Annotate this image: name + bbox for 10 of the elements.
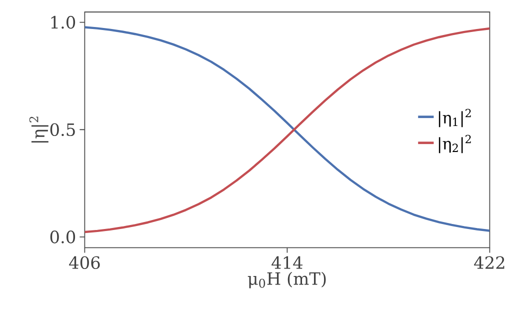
- x-tick-label: 422: [474, 256, 504, 269]
- x-tick-label: 414: [272, 256, 303, 269]
- x-tick-label: 406: [69, 256, 100, 270]
- y-axis-title: |η|$^{2}$: [29, 116, 48, 142]
- x-axis-title: μ$_{0}$H (mT): [248, 272, 326, 288]
- y-tick-label: 1.0: [51, 16, 76, 29]
- legend-label: |η$_{1}$|$^{2}$: [438, 108, 471, 128]
- legend-label: |η$_{2}$|$^{2}$: [438, 134, 471, 154]
- y-tick-label: 0.5: [50, 123, 75, 136]
- y-tick-label: 0.0: [50, 230, 76, 244]
